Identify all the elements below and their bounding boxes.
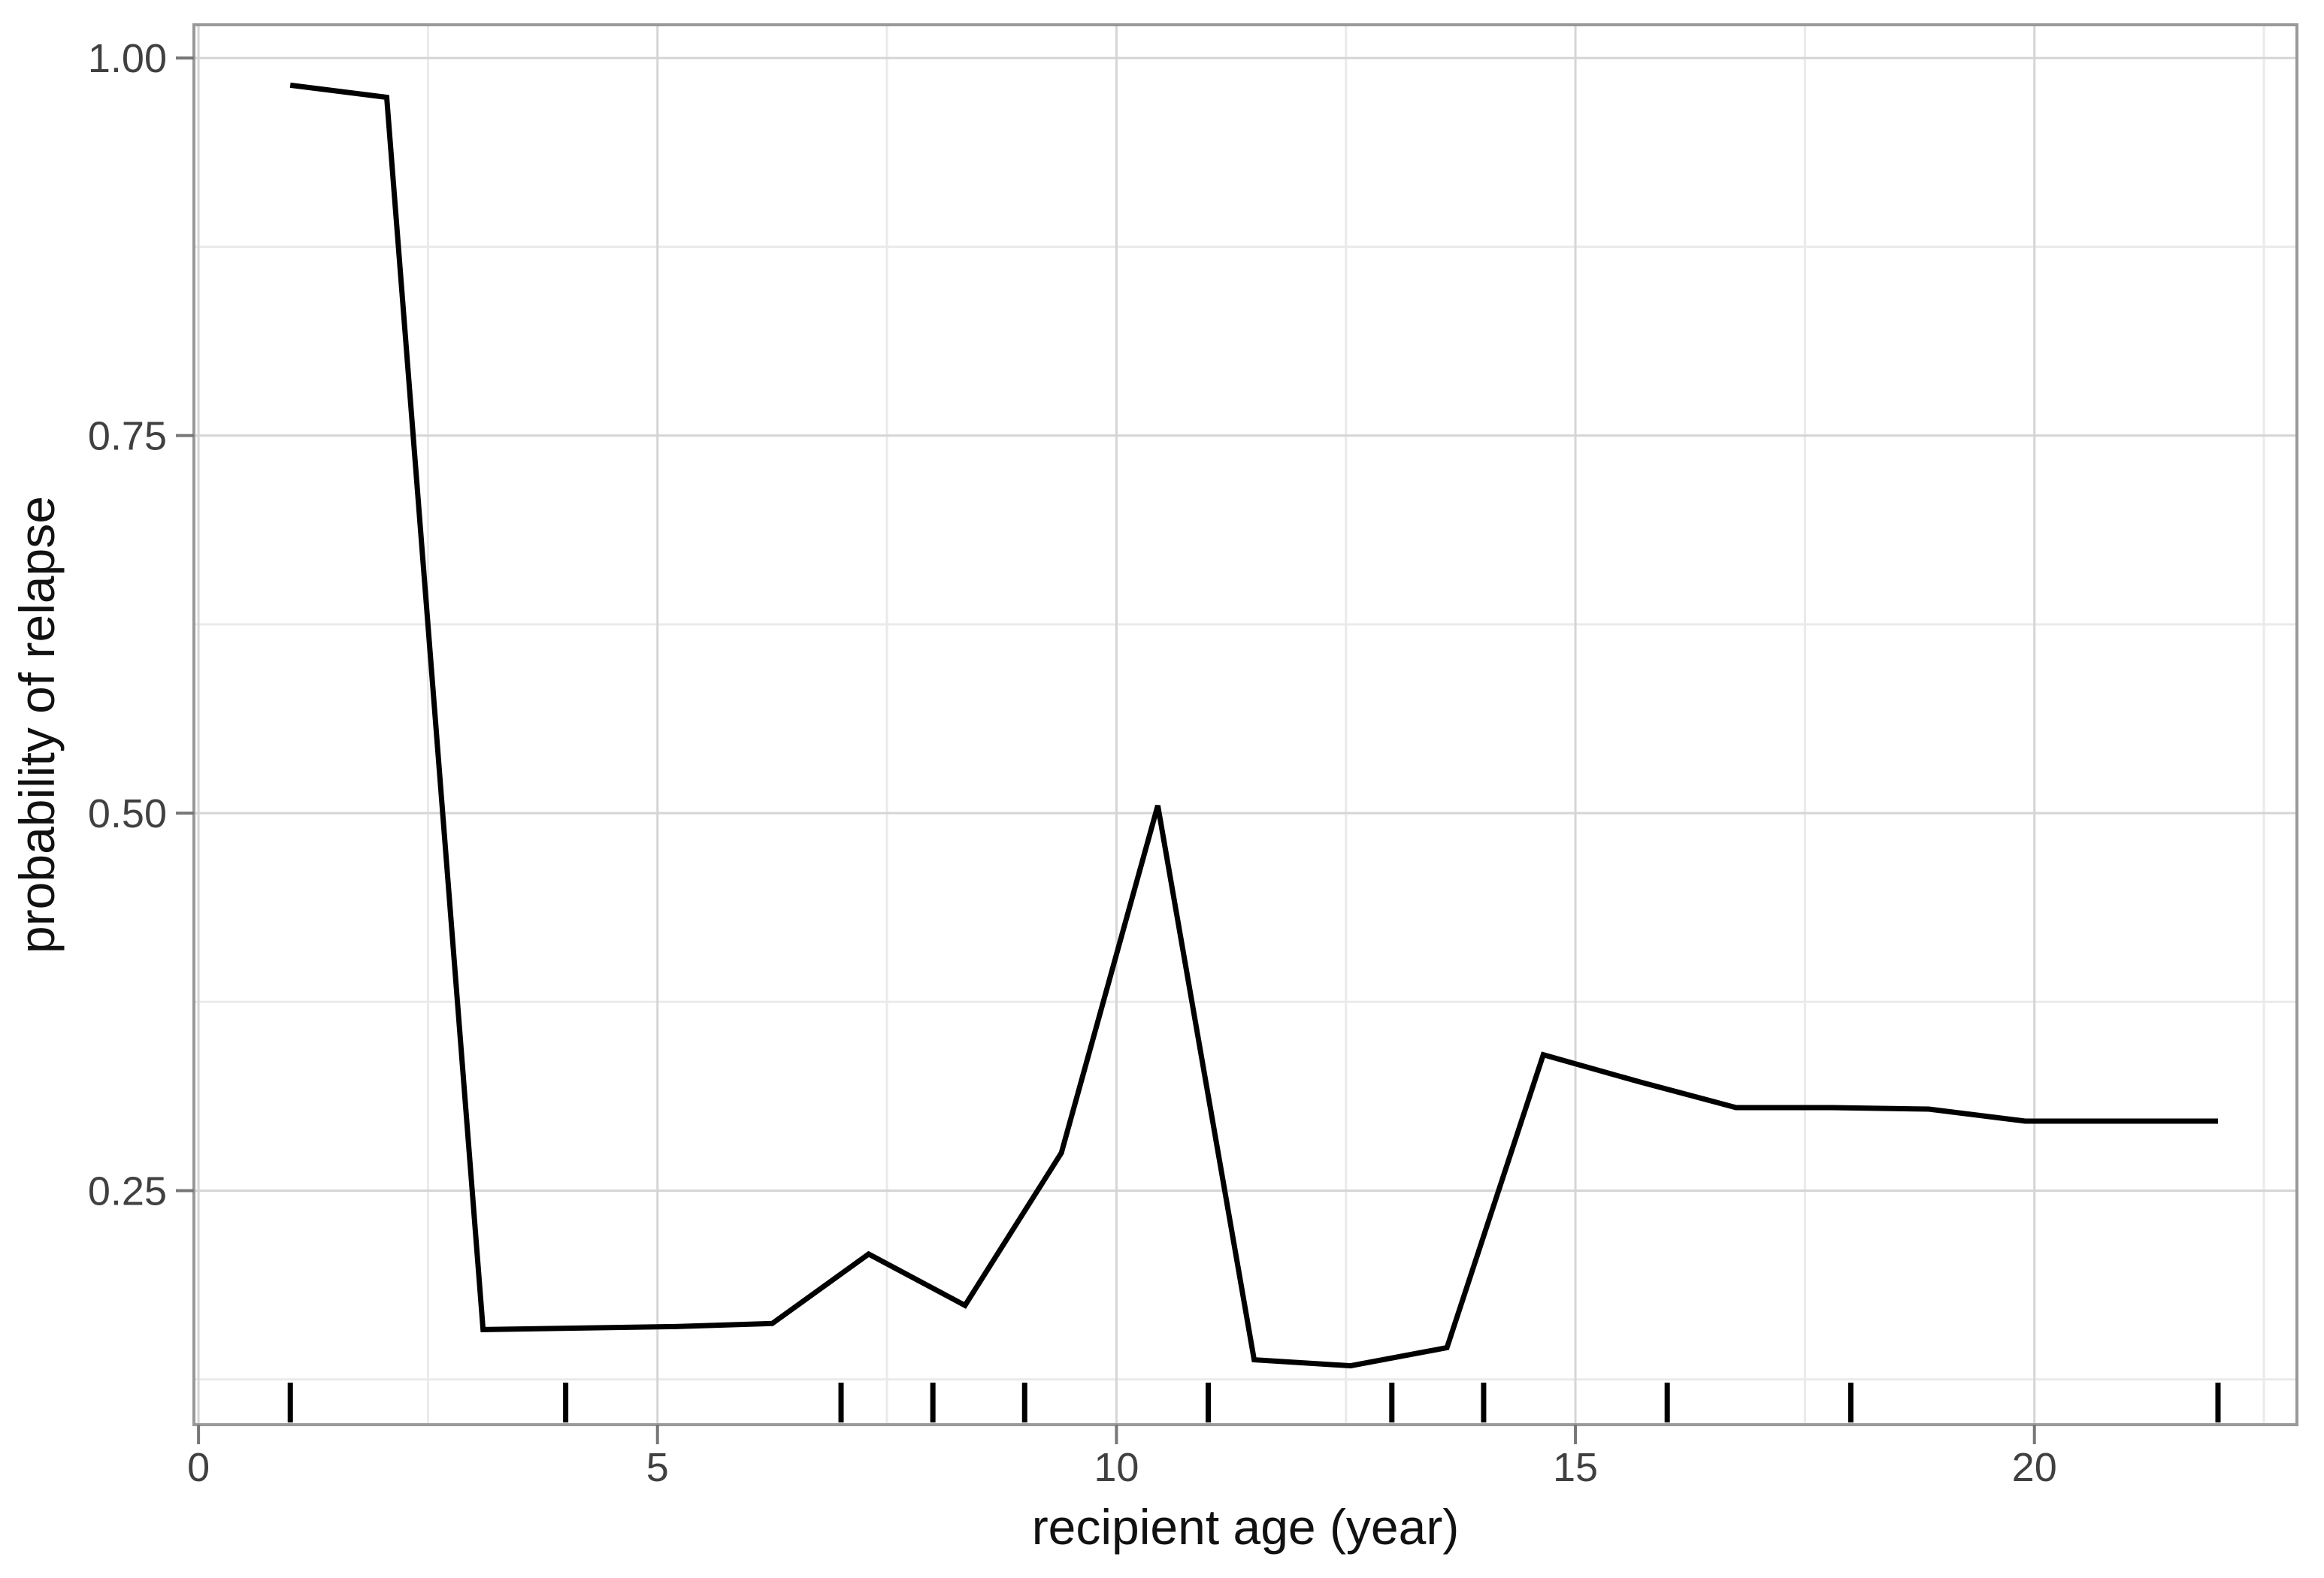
prediction-curve [289, 82, 2218, 1369]
x-tick-label: 20 [2012, 1445, 2057, 1490]
x-tick-label: 10 [1094, 1445, 1139, 1490]
axis-ticks-layer [176, 56, 2036, 1444]
y-tick-label: 1.00 [88, 36, 167, 81]
curve-layer [289, 82, 2218, 1369]
major-gridlines-layer [194, 25, 2297, 1425]
x-axis-title: recipient age (year) [1032, 1499, 1460, 1555]
y-tick-label: 0.50 [88, 791, 167, 836]
y-tick-label: 0.75 [88, 414, 167, 459]
y-axis-title: probability of relapse [9, 496, 65, 954]
panel-border-layer [192, 23, 2298, 1426]
x-tick-label: 0 [187, 1445, 210, 1490]
rug-marks-layer [287, 1383, 2221, 1422]
x-tick-label: 5 [646, 1445, 669, 1490]
x-tick-label: 15 [1553, 1445, 1598, 1490]
axis-tick-labels-layer: 0 5 10 15 20 0.25 0.50 0.75 1.00 [88, 36, 2057, 1490]
panel-border [192, 23, 2298, 1426]
y-tick-label: 0.25 [88, 1168, 167, 1214]
minor-gridlines-layer [194, 25, 2297, 1425]
